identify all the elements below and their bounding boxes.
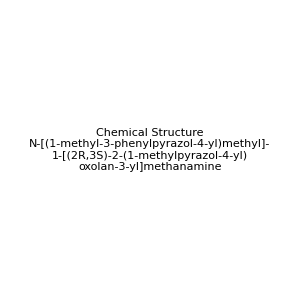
Text: Chemical Structure
N-[(1-methyl-3-phenylpyrazol-4-yl)methyl]-
1-[(2R,3S)-2-(1-me: Chemical Structure N-[(1-methyl-3-phenyl…: [29, 128, 271, 172]
